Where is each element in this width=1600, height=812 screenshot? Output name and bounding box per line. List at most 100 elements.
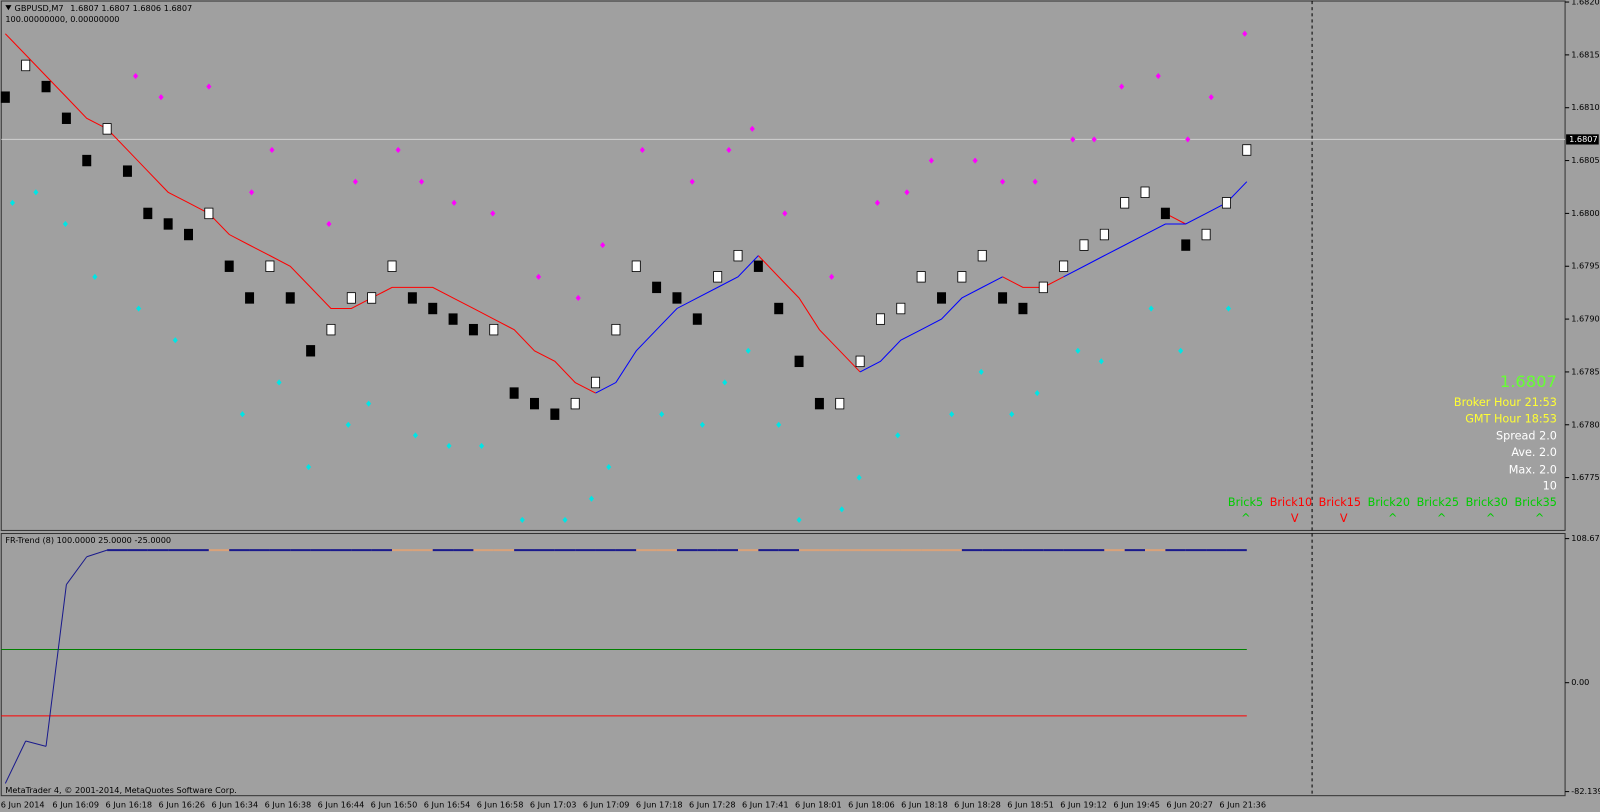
- indicator-title: FR-Trend (8) 100.0000 25.0000 -25.0000: [5, 535, 171, 545]
- renko-brick: [245, 292, 255, 304]
- renko-brick: [570, 397, 580, 410]
- signal-dot: [895, 432, 901, 439]
- brick-arrow: V: [1291, 512, 1299, 525]
- x-tick-label: 6 Jun 17:03: [530, 799, 577, 809]
- renko-brick: [1120, 197, 1130, 209]
- renko-brick: [387, 260, 397, 272]
- renko-brick: [916, 271, 926, 283]
- signal-dot: [588, 495, 595, 502]
- y-tick-label: 1.6815: [1571, 49, 1600, 59]
- renko-brick: [1079, 239, 1089, 251]
- signal-dot: [829, 273, 835, 280]
- x-tick-label: 6 Jun 19:45: [1113, 799, 1160, 809]
- renko-brick: [367, 292, 377, 304]
- signal-dot: [776, 421, 782, 428]
- sub-frame: [0, 533, 1566, 797]
- renko-brick: [1221, 197, 1231, 209]
- price-display: 1.6807: [1500, 372, 1557, 391]
- signal-dot: [269, 146, 275, 154]
- x-tick-label: 6 Jun 20:27: [1166, 799, 1213, 809]
- brick-label: Brick30: [1466, 496, 1508, 509]
- renko-brick: [0, 91, 10, 103]
- x-tick-label: 6 Jun 18:06: [848, 799, 895, 809]
- renko-brick: [774, 302, 784, 315]
- x-tick-label: 6 Jun 16:50: [371, 799, 418, 809]
- renko-brick: [591, 376, 601, 389]
- renko-brick: [326, 323, 336, 336]
- signal-dot: [1075, 347, 1081, 354]
- renko-brick: [896, 302, 906, 315]
- moving-average: [4, 33, 1186, 394]
- x-tick-label: 6 Jun 16:34: [212, 799, 259, 809]
- renko-brick: [692, 313, 702, 325]
- x-tick-label: 6 Jun 16:26: [159, 799, 206, 809]
- signal-dot: [345, 421, 351, 428]
- signal-dot: [606, 463, 612, 471]
- signal-dot: [1225, 305, 1232, 312]
- signal-dot: [519, 516, 525, 523]
- y-tick-label: 1.6775: [1571, 472, 1600, 482]
- renko-brick: [1018, 302, 1028, 315]
- x-tick-label: 6 Jun 16:18: [105, 799, 152, 809]
- signal-dot: [446, 442, 452, 449]
- trend-segment: [65, 556, 88, 585]
- signal-dot: [726, 146, 732, 154]
- trend-segment: [4, 740, 27, 784]
- signal-dot: [722, 379, 728, 386]
- renko-brick: [407, 292, 417, 304]
- y-tick-label: 0.00: [1571, 677, 1589, 687]
- renko-brick: [184, 228, 193, 241]
- brick-arrow: ^: [1241, 512, 1250, 525]
- signal-dot: [1119, 83, 1125, 90]
- x-tick-label: 6 Jun 17:18: [636, 799, 683, 809]
- signal-dot: [796, 516, 802, 523]
- y-tick-label: 1.6820: [1571, 0, 1600, 7]
- last-price-box: [1566, 134, 1599, 145]
- y-tick-label: 1.6795: [1571, 261, 1600, 271]
- x-tick-label: 6 Jun 16:09: [52, 799, 99, 809]
- renko-brick: [224, 260, 234, 272]
- low: 1.6806: [133, 3, 162, 13]
- signal-dot: [451, 199, 457, 206]
- renko-brick: [122, 165, 132, 177]
- x-tick-label: 6 Jun 17:41: [742, 799, 789, 809]
- y-tick-label: -82.1395: [1571, 786, 1600, 796]
- symbol: GBPUSD,M7: [15, 3, 64, 13]
- renko-brick: [204, 207, 214, 220]
- y-tick-label: 1.6790: [1571, 314, 1600, 324]
- close: 1.6807: [164, 3, 193, 13]
- signal-dot: [782, 210, 788, 217]
- signal-dot: [1091, 136, 1097, 143]
- renko-brick: [1160, 207, 1170, 220]
- renko-brick: [1059, 260, 1069, 272]
- trend-segment: [86, 549, 108, 558]
- renko-brick: [143, 207, 153, 220]
- x-tick-label: 6 Jun 18:51: [1007, 799, 1054, 809]
- renko-brick: [306, 345, 316, 357]
- signal-dot: [249, 189, 255, 196]
- x-tick-label: 6 Jun 16:38: [265, 799, 312, 809]
- brick-label: Brick25: [1417, 496, 1459, 509]
- x-tick-label: 6 Jun 16:54: [424, 799, 471, 809]
- renko-brick: [672, 292, 682, 304]
- x-tick-label: 6 Jun 17:28: [689, 799, 736, 809]
- renko-brick: [428, 302, 438, 315]
- renko-brick: [937, 292, 947, 304]
- renko-brick: [611, 323, 621, 336]
- renko-brick: [855, 355, 865, 368]
- signal-dot: [92, 273, 98, 280]
- renko-brick: [713, 271, 723, 283]
- signal-dot: [536, 273, 542, 280]
- renko-brick: [468, 323, 478, 336]
- max-spread: Max. 2.0: [1509, 463, 1557, 476]
- x-tick-label: 6 Jun 18:18: [901, 799, 948, 809]
- renko-brick: [652, 281, 662, 294]
- scale-info: 100.00000000, 0.00000000: [5, 14, 119, 24]
- signal-dot: [1148, 305, 1154, 312]
- signal-dot: [1178, 347, 1184, 354]
- signal-dot: [1034, 390, 1040, 397]
- last-price-label: 1.6807: [1569, 134, 1598, 144]
- x-tick-label: 6 Jun 2014: [1, 799, 45, 809]
- signal-dot: [172, 337, 178, 344]
